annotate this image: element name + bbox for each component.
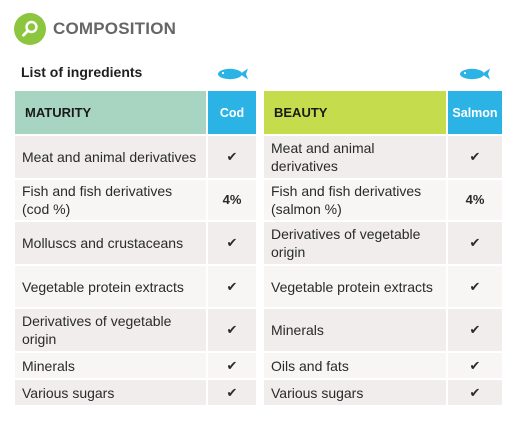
value-cell: ✔ bbox=[446, 307, 502, 351]
ingredient-cell: Derivatives of vegetable origin bbox=[15, 307, 206, 351]
table-row: Various sugars ✔ bbox=[15, 378, 256, 405]
table-row: Oils and fats ✔ bbox=[264, 351, 502, 378]
ingredient-cell: Meat and animal derivatives bbox=[264, 134, 446, 178]
beauty-header: BEAUTY bbox=[264, 91, 446, 134]
value-cell: ✔ bbox=[206, 351, 256, 378]
value-cell: 4% bbox=[206, 178, 256, 220]
ingredient-cell: Minerals bbox=[264, 307, 446, 351]
value-cell: ✔ bbox=[206, 378, 256, 405]
table-row: Fish and fish derivatives (cod %) 4% bbox=[15, 178, 256, 220]
table-row: Minerals ✔ bbox=[264, 307, 502, 351]
value-cell: ✔ bbox=[206, 264, 256, 307]
table-row: Minerals ✔ bbox=[15, 351, 256, 378]
table-row: Derivatives of vegetable origin ✔ bbox=[264, 220, 502, 264]
fish-icon bbox=[460, 68, 490, 80]
value-cell: ✔ bbox=[206, 307, 256, 351]
value-cell: ✔ bbox=[446, 264, 502, 307]
ingredient-cell: Derivatives of vegetable origin bbox=[264, 220, 446, 264]
table-row: Derivatives of vegetable origin ✔ bbox=[15, 307, 256, 351]
ingredient-cell: Fish and fish derivatives (cod %) bbox=[15, 178, 206, 220]
ingredients-subtitle: List of ingredients bbox=[21, 64, 143, 80]
ingredient-cell: Molluscs and crustaceans bbox=[15, 220, 206, 264]
table-row: Vegetable protein extracts ✔ bbox=[15, 264, 256, 307]
table-row: Meat and animal derivatives ✔ bbox=[15, 134, 256, 178]
value-cell: ✔ bbox=[446, 134, 502, 178]
section-header: COMPOSITION bbox=[14, 13, 176, 45]
table-row: Molluscs and crustaceans ✔ bbox=[15, 220, 256, 264]
value-cell: ✔ bbox=[206, 134, 256, 178]
value-cell: 4% bbox=[446, 178, 502, 220]
salmon-header: Salmon bbox=[446, 91, 502, 134]
ingredient-cell: Vegetable protein extracts bbox=[15, 264, 206, 307]
section-title: COMPOSITION bbox=[53, 19, 177, 38]
ingredient-cell: Various sugars bbox=[15, 378, 206, 405]
ingredient-cell: Vegetable protein extracts bbox=[264, 264, 446, 307]
value-cell: ✔ bbox=[446, 378, 502, 405]
table-row: Vegetable protein extracts ✔ bbox=[264, 264, 502, 307]
ingredient-cell: Meat and animal derivatives bbox=[15, 134, 206, 178]
beauty-table: BEAUTY Salmon Meat and animal derivative… bbox=[264, 91, 502, 405]
ingredient-cell: Minerals bbox=[15, 351, 206, 378]
fish-icon bbox=[218, 68, 248, 80]
maturity-table: MATURITY Cod Meat and animal derivatives… bbox=[15, 91, 256, 405]
table-row: Various sugars ✔ bbox=[264, 378, 502, 405]
cod-header: Cod bbox=[206, 91, 256, 134]
value-cell: ✔ bbox=[206, 220, 256, 264]
search-icon bbox=[14, 13, 46, 45]
value-cell: ✔ bbox=[446, 351, 502, 378]
maturity-header: MATURITY bbox=[15, 91, 206, 134]
table-row: Fish and fish derivatives (salmon %) 4% bbox=[264, 178, 502, 220]
table-row: Meat and animal derivatives ✔ bbox=[264, 134, 502, 178]
value-cell: ✔ bbox=[446, 220, 502, 264]
ingredient-cell: Oils and fats bbox=[264, 351, 446, 378]
ingredient-cell: Various sugars bbox=[264, 378, 446, 405]
ingredient-cell: Fish and fish derivatives (salmon %) bbox=[264, 178, 446, 220]
